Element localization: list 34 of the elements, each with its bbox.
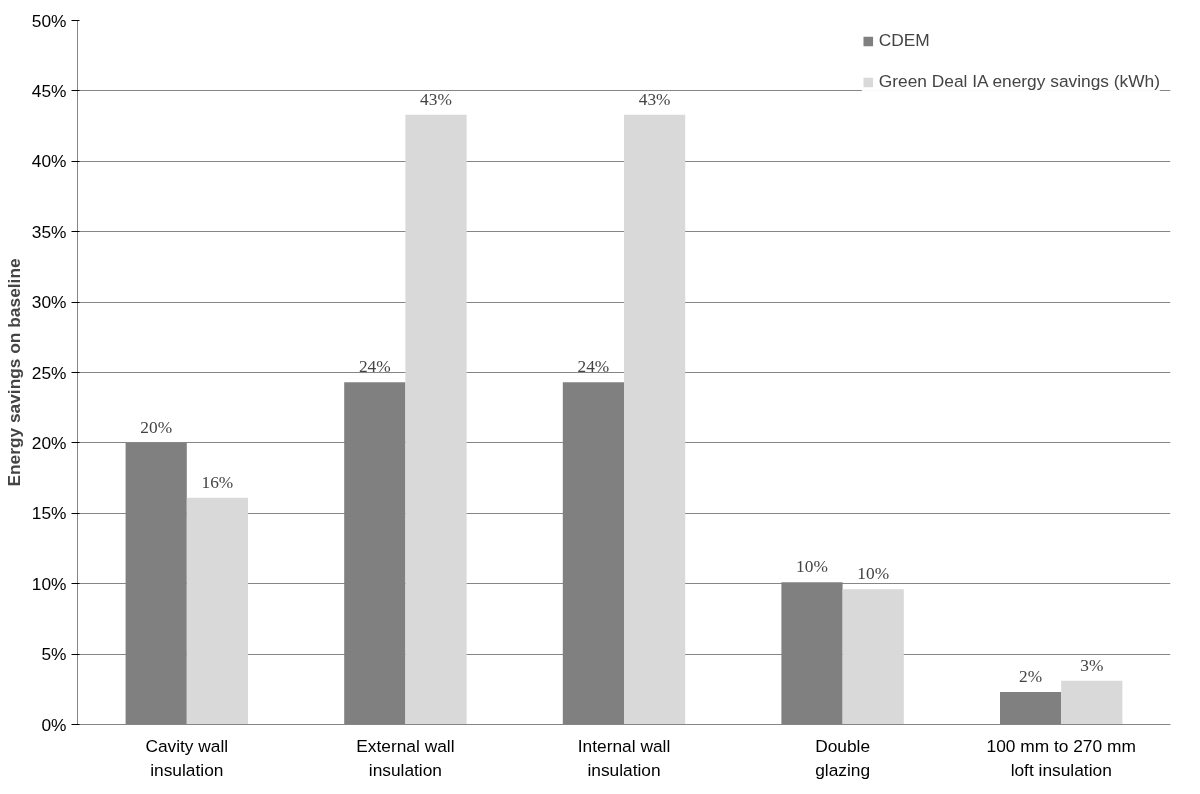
y-tick-label: 35% — [31, 221, 67, 242]
data-label: 10% — [796, 557, 828, 577]
legend-label: CDEM — [878, 30, 930, 51]
bar — [624, 114, 686, 725]
data-label: 20% — [140, 417, 173, 437]
y-tick-label: 50% — [31, 10, 67, 31]
bar — [842, 589, 904, 725]
x-tick-label: External wall insulation — [356, 735, 455, 780]
data-label: 10% — [857, 564, 890, 584]
data-label: 24% — [358, 357, 391, 377]
data-label: 43% — [638, 89, 671, 109]
x-tick-label: 100 mm to 270 mm loft insulation — [986, 735, 1136, 780]
data-label: 16% — [201, 472, 234, 492]
bar — [405, 114, 467, 725]
y-tick-label: 25% — [31, 362, 67, 383]
y-axis-title: Energy savings on baseline — [3, 258, 24, 487]
y-tick-label: 30% — [31, 292, 67, 313]
y-tick-label: 10% — [31, 573, 67, 594]
x-tick-label: Internal wall insulation — [577, 735, 671, 780]
legend-label: Green Deal IA energy savings (kWh) — [878, 71, 1160, 92]
bar — [1061, 680, 1123, 725]
x-tick-label: Double glazing — [815, 735, 871, 780]
data-label: 43% — [420, 89, 452, 109]
data-label: 2% — [1019, 667, 1043, 687]
data-label: 3% — [1080, 655, 1104, 675]
y-tick-label: 0% — [41, 714, 67, 735]
bar — [186, 497, 249, 725]
y-tick-label: 45% — [31, 80, 67, 101]
y-tick-label: 20% — [31, 432, 67, 453]
data-label: 24% — [577, 357, 610, 377]
y-tick-label: 5% — [41, 644, 67, 665]
y-tick-label: 15% — [31, 503, 67, 524]
y-tick-label: 40% — [31, 151, 67, 172]
x-tick-label: Cavity wall insulation — [145, 735, 229, 780]
